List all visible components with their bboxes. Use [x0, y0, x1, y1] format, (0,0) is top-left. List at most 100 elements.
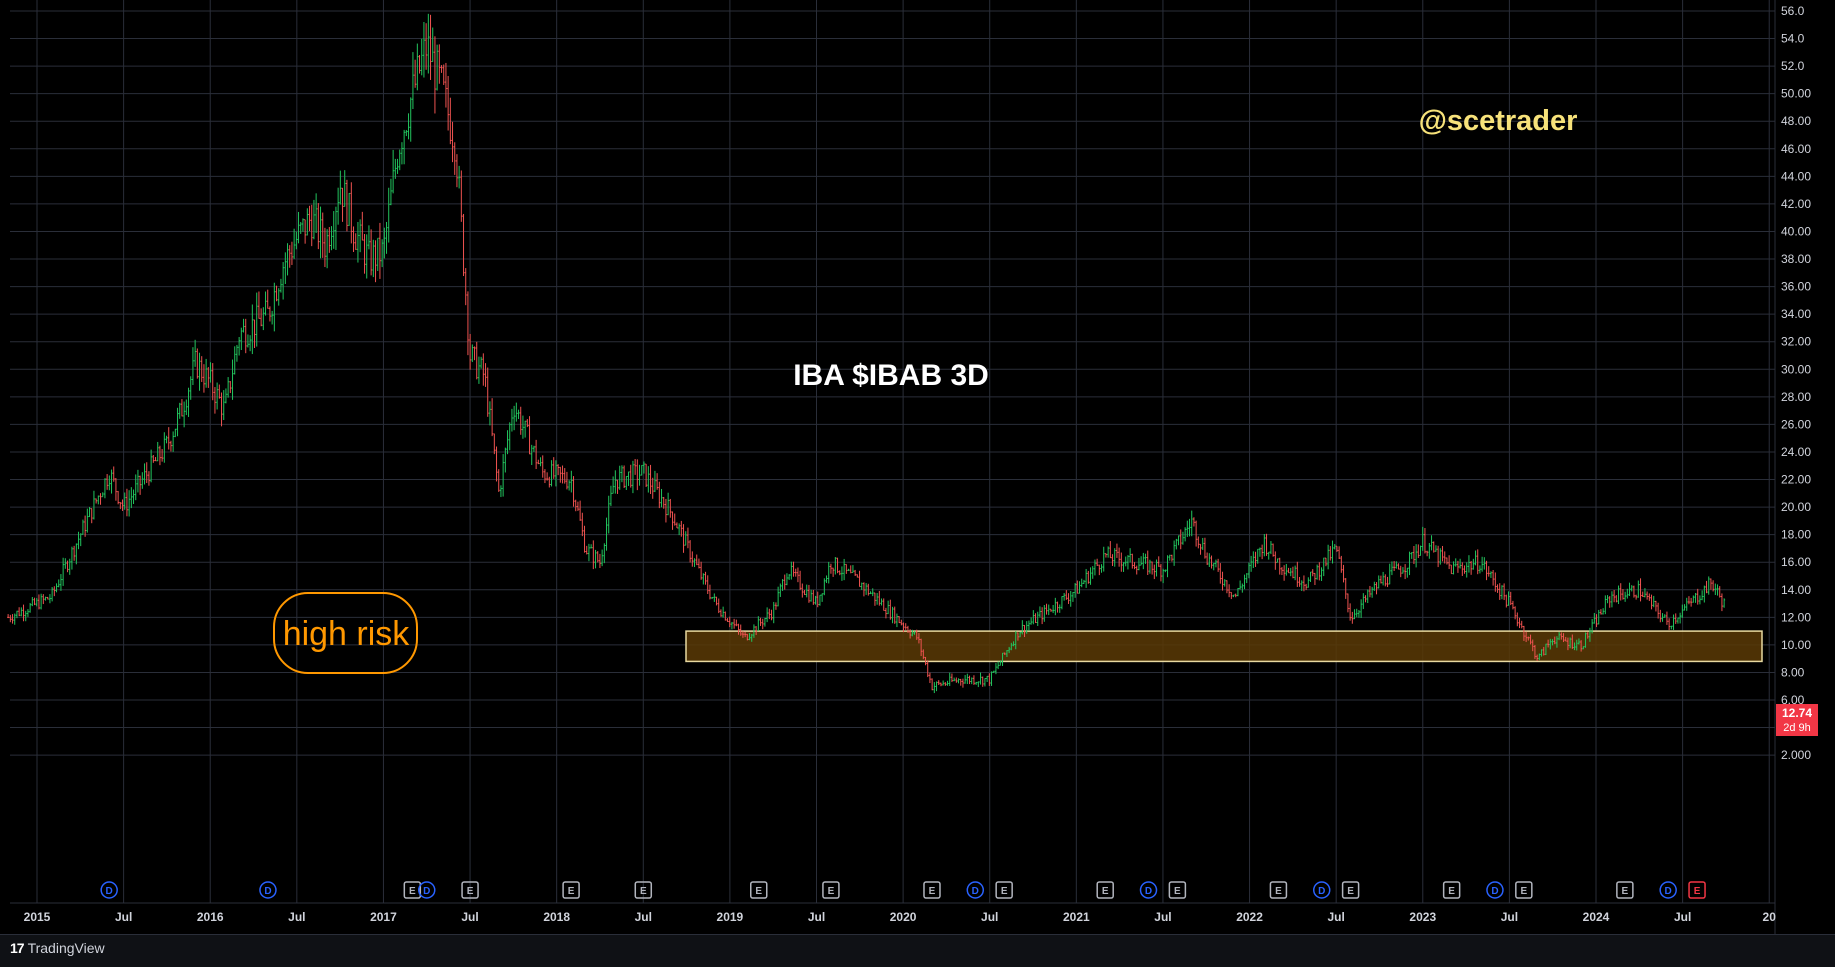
earnings-marker-label: E — [1520, 886, 1527, 897]
earnings-marker-label: E — [1001, 886, 1008, 897]
time-tick-label: Jul — [288, 910, 305, 924]
price-tick-label: 22.00 — [1781, 473, 1811, 487]
time-tick-label: 2016 — [197, 910, 224, 924]
footer-bar — [0, 934, 1835, 967]
chart-background — [0, 0, 1835, 934]
earnings-marker[interactable]: E — [1096, 881, 1114, 899]
earnings-marker-label: E — [755, 886, 762, 897]
price-tick-label: 32.00 — [1781, 335, 1811, 349]
time-tick-label: Jul — [115, 910, 132, 924]
time-axis[interactable]: 2015 Jul 2016 Jul 2017 Jul 2018 Jul 2019 Jul 2020 J… — [24, 910, 1777, 924]
earnings-marker-label: E — [467, 886, 474, 897]
earnings-marker-box — [1269, 881, 1288, 899]
earnings-marker-label: E — [1102, 886, 1109, 897]
candles-layer — [7, 13, 1726, 694]
earnings-marker[interactable]: E — [1269, 881, 1288, 899]
time-tick-label: 2018 — [543, 910, 570, 924]
earnings-marker-label: E — [1448, 886, 1455, 897]
time-tick-label: 2023 — [1409, 910, 1436, 924]
dividend-marker[interactable]: D — [259, 881, 277, 899]
tradingview-mark-icon: 17 — [10, 940, 25, 956]
earnings-marker-label: E — [929, 886, 936, 897]
price-tick-label: 54.0 — [1781, 32, 1805, 46]
price-tick-label: 30.00 — [1781, 362, 1811, 376]
dividend-marker-circle — [1139, 881, 1158, 899]
price-tick-label: 16.00 — [1781, 555, 1811, 569]
price-tick-label: 40.00 — [1781, 224, 1811, 238]
earnings-marker-label: E — [1347, 886, 1354, 897]
earnings-marker-box — [1341, 881, 1360, 899]
dividend-marker-label: D — [106, 886, 113, 897]
earnings-marker-label: E — [640, 886, 647, 897]
earnings-marker[interactable]: E — [1515, 881, 1533, 899]
earnings-marker[interactable]: E — [562, 881, 580, 899]
earnings-marker-box — [923, 881, 941, 899]
support-zone-rect[interactable] — [685, 630, 1763, 663]
high-risk-callout[interactable]: high risk — [273, 592, 418, 674]
price-tick-label: 36.00 — [1781, 280, 1811, 294]
earnings-marker[interactable]: E — [995, 881, 1013, 899]
earnings-marker[interactable]: E — [403, 881, 422, 899]
dividend-marker-circle — [259, 881, 277, 899]
earnings-marker[interactable]: E — [750, 881, 768, 899]
grid-lines — [10, 0, 1775, 903]
earnings-marker-label: E — [1622, 886, 1629, 897]
earnings-marker-label: E — [828, 886, 835, 897]
dividend-marker[interactable]: D — [1659, 881, 1677, 899]
earnings-marker-box — [403, 881, 422, 899]
earnings-marker[interactable]: E — [822, 881, 840, 899]
price-tick-label: 14.00 — [1781, 583, 1811, 597]
price-tick-label: 12.00 — [1781, 610, 1811, 624]
time-tick-label: Jul — [461, 910, 478, 924]
support-zone — [685, 630, 1763, 663]
dividend-marker[interactable]: D — [1312, 881, 1331, 899]
dividend-marker[interactable]: D — [1139, 881, 1158, 899]
tradingview-logo[interactable]: 17 TradingView — [10, 940, 105, 956]
price-tick-label: 50.00 — [1781, 87, 1811, 101]
price-tick-label: 38.00 — [1781, 252, 1811, 266]
price-tick-label: 2.000 — [1781, 748, 1811, 762]
time-tick-label: 2019 — [717, 910, 744, 924]
last-price-countdown: 2d 9h — [1783, 722, 1811, 734]
price-tick-label: 18.00 — [1781, 528, 1811, 542]
dividend-marker-circle — [1486, 881, 1504, 899]
earnings-marker[interactable]: E — [634, 881, 653, 899]
earnings-marker-label: E — [568, 886, 575, 897]
earnings-marker-box — [750, 881, 768, 899]
dividend-marker[interactable]: D — [100, 881, 118, 899]
last-price-tag: 12.74 2d 9h — [1776, 704, 1818, 736]
earnings-marker[interactable]: E — [923, 881, 941, 899]
earnings-marker[interactable]: E — [1168, 881, 1187, 899]
tradingview-brand: TradingView — [27, 940, 105, 956]
earnings-marker-box — [562, 881, 580, 899]
dividend-marker-label: D — [1491, 886, 1498, 897]
time-tick-label: 2021 — [1063, 910, 1090, 924]
earnings-marker[interactable]: E — [461, 881, 479, 899]
dividend-marker[interactable]: D — [966, 881, 985, 899]
callout-label: high risk — [283, 615, 411, 653]
time-tick-label: 2017 — [370, 910, 397, 924]
time-tick-label: 2020 — [890, 910, 917, 924]
earnings-marker[interactable]: E — [1616, 881, 1634, 899]
time-tick-label: Jul — [981, 910, 998, 924]
last-price-tag-bg — [1776, 704, 1818, 736]
earnings-marker-box — [1168, 881, 1187, 899]
dividend-marker-label: D — [423, 886, 430, 897]
earnings-marker-box — [1096, 881, 1114, 899]
earnings-marker[interactable]: E — [1442, 881, 1461, 899]
time-tick-label: 2024 — [1583, 910, 1610, 924]
dividend-marker-circle — [966, 881, 985, 899]
earnings-marker-label: E — [409, 886, 416, 897]
callout-box — [273, 592, 418, 674]
earnings-marker-box — [822, 881, 840, 899]
earnings-marker[interactable]: E — [1341, 881, 1360, 899]
price-tick-label: 8.00 — [1781, 665, 1805, 679]
chart-title: IBA $IBAB 3D — [793, 359, 989, 392]
dividend-marker[interactable]: D — [1486, 881, 1504, 899]
price-tick-label: 28.00 — [1781, 390, 1811, 404]
earnings-marker[interactable]: E — [1688, 881, 1706, 899]
dividend-marker-circle — [418, 881, 436, 899]
dividend-marker[interactable]: D — [418, 881, 436, 899]
time-tick-label: Jul — [1327, 910, 1344, 924]
